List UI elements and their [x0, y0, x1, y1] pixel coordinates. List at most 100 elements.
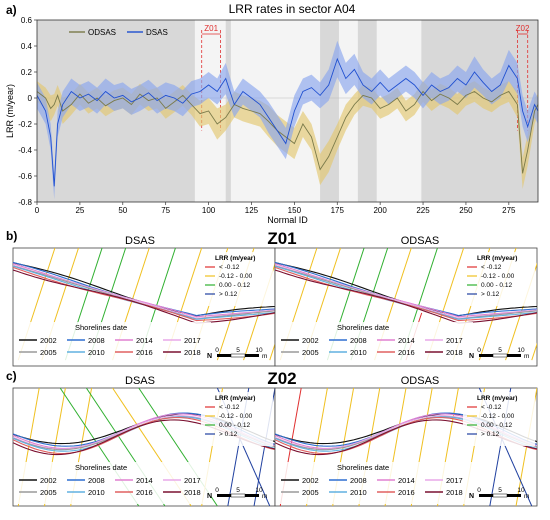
lrr-legend-bg — [463, 392, 535, 446]
map-z02-odsas: LRR (m/year) < -0.12 -0.12 - 0.00 0.00 - 0.… — [274, 387, 538, 507]
lrr-legend-label: < -0.12 — [219, 404, 240, 411]
series-line-dsas — [36, 57, 539, 187]
scalebar-label: 10 — [255, 347, 263, 354]
shoreline-legend-label: 2008 — [350, 476, 367, 485]
lrr-legend: LRR (m/year) < -0.12 -0.12 - 0.00 0.00 - 0.… — [201, 252, 273, 306]
panel-b-right-title: ODSAS — [401, 235, 440, 247]
x-tick-label: 175 — [331, 206, 345, 215]
lrr-legend-label: -0.12 - 0.00 — [481, 413, 515, 420]
chart-title: LRR rates in sector A04 — [229, 2, 356, 16]
x-tick-label: 225 — [416, 206, 430, 215]
scalebar-segment — [492, 353, 508, 358]
lrr-legend-label: -0.12 - 0.00 — [219, 273, 253, 280]
scalebar: N0 5 10m — [469, 487, 529, 500]
scalebar: N0 5 10m — [207, 487, 267, 500]
shoreline-legend-label: 2010 — [88, 488, 105, 497]
shoreline-legend-title: Shorelines date — [75, 323, 127, 332]
shoreline-legend-bg — [15, 462, 211, 504]
plot-frame — [36, 19, 539, 203]
shoreline-legend-label: 2010 — [350, 348, 367, 357]
legend-label-odsas: ODSAS — [88, 28, 116, 37]
shoreline-legend-label: 2018 — [446, 488, 463, 497]
y-axis-label: LRR (m/year) — [5, 84, 15, 138]
lrr-legend-label: 0.00 - 0.12 — [481, 422, 512, 429]
shoreline-legend-bg — [15, 322, 211, 364]
panel-b-zone-label: Z01 — [267, 229, 296, 248]
y-tick-label: -0.8 — [18, 198, 32, 207]
scalebar-unit: m — [524, 493, 529, 500]
panel-b-letter: b) — [6, 229, 17, 243]
scalebar-segment — [479, 494, 493, 497]
lrr-legend-label: > 0.12 — [481, 431, 500, 438]
shoreline-legend-label: 2018 — [446, 348, 463, 357]
scalebar-segment — [230, 353, 246, 358]
scalebar-unit: m — [524, 353, 529, 360]
scalebar-unit: m — [262, 493, 267, 500]
scalebar-segment — [507, 354, 521, 357]
shoreline-legend-label: 2002 — [302, 476, 319, 485]
lrr-legend-label: > 0.12 — [219, 291, 238, 298]
panel-b-left-title: DSAS — [125, 235, 155, 247]
shoreline-legend-label: 2018 — [184, 348, 201, 357]
y-tick-label: -0.6 — [18, 172, 32, 181]
shoreline-legend-label: 2014 — [398, 476, 415, 485]
scalebar-label: 5 — [498, 347, 502, 354]
lrr-chart: Z01 Z02 0 25 50 75 100 125 150 175 200 225 250 275 -0.… — [5, 16, 539, 225]
y-tick-label: 0 — [28, 94, 33, 103]
shoreline-legend: Shorelines date 2002 2008 2014 2017 2005 2010 2… — [277, 322, 473, 364]
x-axis-label: Normal ID — [267, 215, 308, 225]
shoreline-legend: Shorelines date 2002 2008 2014 2017 2005 2010 2… — [277, 462, 473, 504]
shoreline-legend-label: 2016 — [398, 488, 415, 497]
shoreline-legend-label: 2005 — [40, 348, 57, 357]
shoreline-legend-label: 2010 — [350, 488, 367, 497]
shoreline-legend-label: 2017 — [446, 476, 463, 485]
shoreline-legend-label: 2005 — [302, 488, 319, 497]
lrr-legend-bg — [201, 392, 273, 446]
map-z02-dsas: LRR (m/year) < -0.12 -0.12 - 0.00 0.00 - 0.… — [12, 387, 276, 507]
x-tick-label: 250 — [459, 206, 473, 215]
zone-label: Z01 — [204, 24, 218, 33]
panel-a-letter: a) — [6, 3, 17, 17]
scalebar-label: 0 — [477, 347, 481, 354]
y-tick-label: 0.2 — [21, 68, 33, 77]
north-arrow: N — [207, 493, 212, 500]
lrr-legend-label: < -0.12 — [219, 264, 240, 271]
x-tick-label: 25 — [75, 206, 84, 215]
x-tick-label: 50 — [118, 206, 127, 215]
scalebar-segment — [245, 354, 259, 357]
lrr-legend-title: LRR (m/year) — [477, 255, 517, 262]
chart-legend: ODSAS DSAS — [69, 28, 168, 37]
scalebar-segment — [217, 494, 231, 497]
lrr-legend-title: LRR (m/year) — [477, 395, 517, 402]
shoreline-legend-label: 2018 — [184, 488, 201, 497]
lrr-legend-label: 0.00 - 0.12 — [219, 282, 250, 289]
scalebar-label: 0 — [215, 487, 219, 494]
north-arrow: N — [469, 493, 474, 500]
zone-label: Z02 — [516, 24, 530, 33]
x-tick-label: 75 — [161, 206, 170, 215]
scalebar-segment — [217, 354, 231, 357]
y-tick-label: -0.4 — [18, 146, 32, 155]
shoreline-legend-label: 2005 — [40, 488, 57, 497]
shoreline-2014 — [13, 263, 275, 318]
lrr-legend: LRR (m/year) < -0.12 -0.12 - 0.00 0.00 - 0.… — [201, 392, 273, 446]
shoreline-2018 — [275, 269, 537, 324]
lrr-legend: LRR (m/year) < -0.12 -0.12 - 0.00 0.00 - 0.… — [463, 392, 535, 446]
shoreline-legend-label: 2008 — [88, 336, 105, 345]
shoreline-legend-bg — [277, 322, 473, 364]
scalebar-label: 10 — [517, 347, 525, 354]
scalebar: N0 5 10m — [207, 347, 267, 360]
x-tick-label: 100 — [202, 206, 216, 215]
shoreline-legend: Shorelines date 2002 2008 2014 2017 2005 2010 2… — [15, 322, 211, 364]
scalebar-label: 0 — [215, 347, 219, 354]
series-line-odsas — [36, 90, 539, 174]
shoreline-legend-label: 2016 — [136, 348, 153, 357]
scalebar-segment — [230, 493, 246, 498]
lrr-legend-label: < -0.12 — [481, 404, 502, 411]
shoreline-legend-label: 2016 — [398, 348, 415, 357]
x-tick-label: 200 — [373, 206, 387, 215]
lrr-legend-title: LRR (m/year) — [215, 395, 255, 402]
shoreline-legend-label: 2002 — [40, 476, 57, 485]
lrr-legend-label: -0.12 - 0.00 — [481, 273, 515, 280]
shaded-range — [357, 20, 377, 202]
